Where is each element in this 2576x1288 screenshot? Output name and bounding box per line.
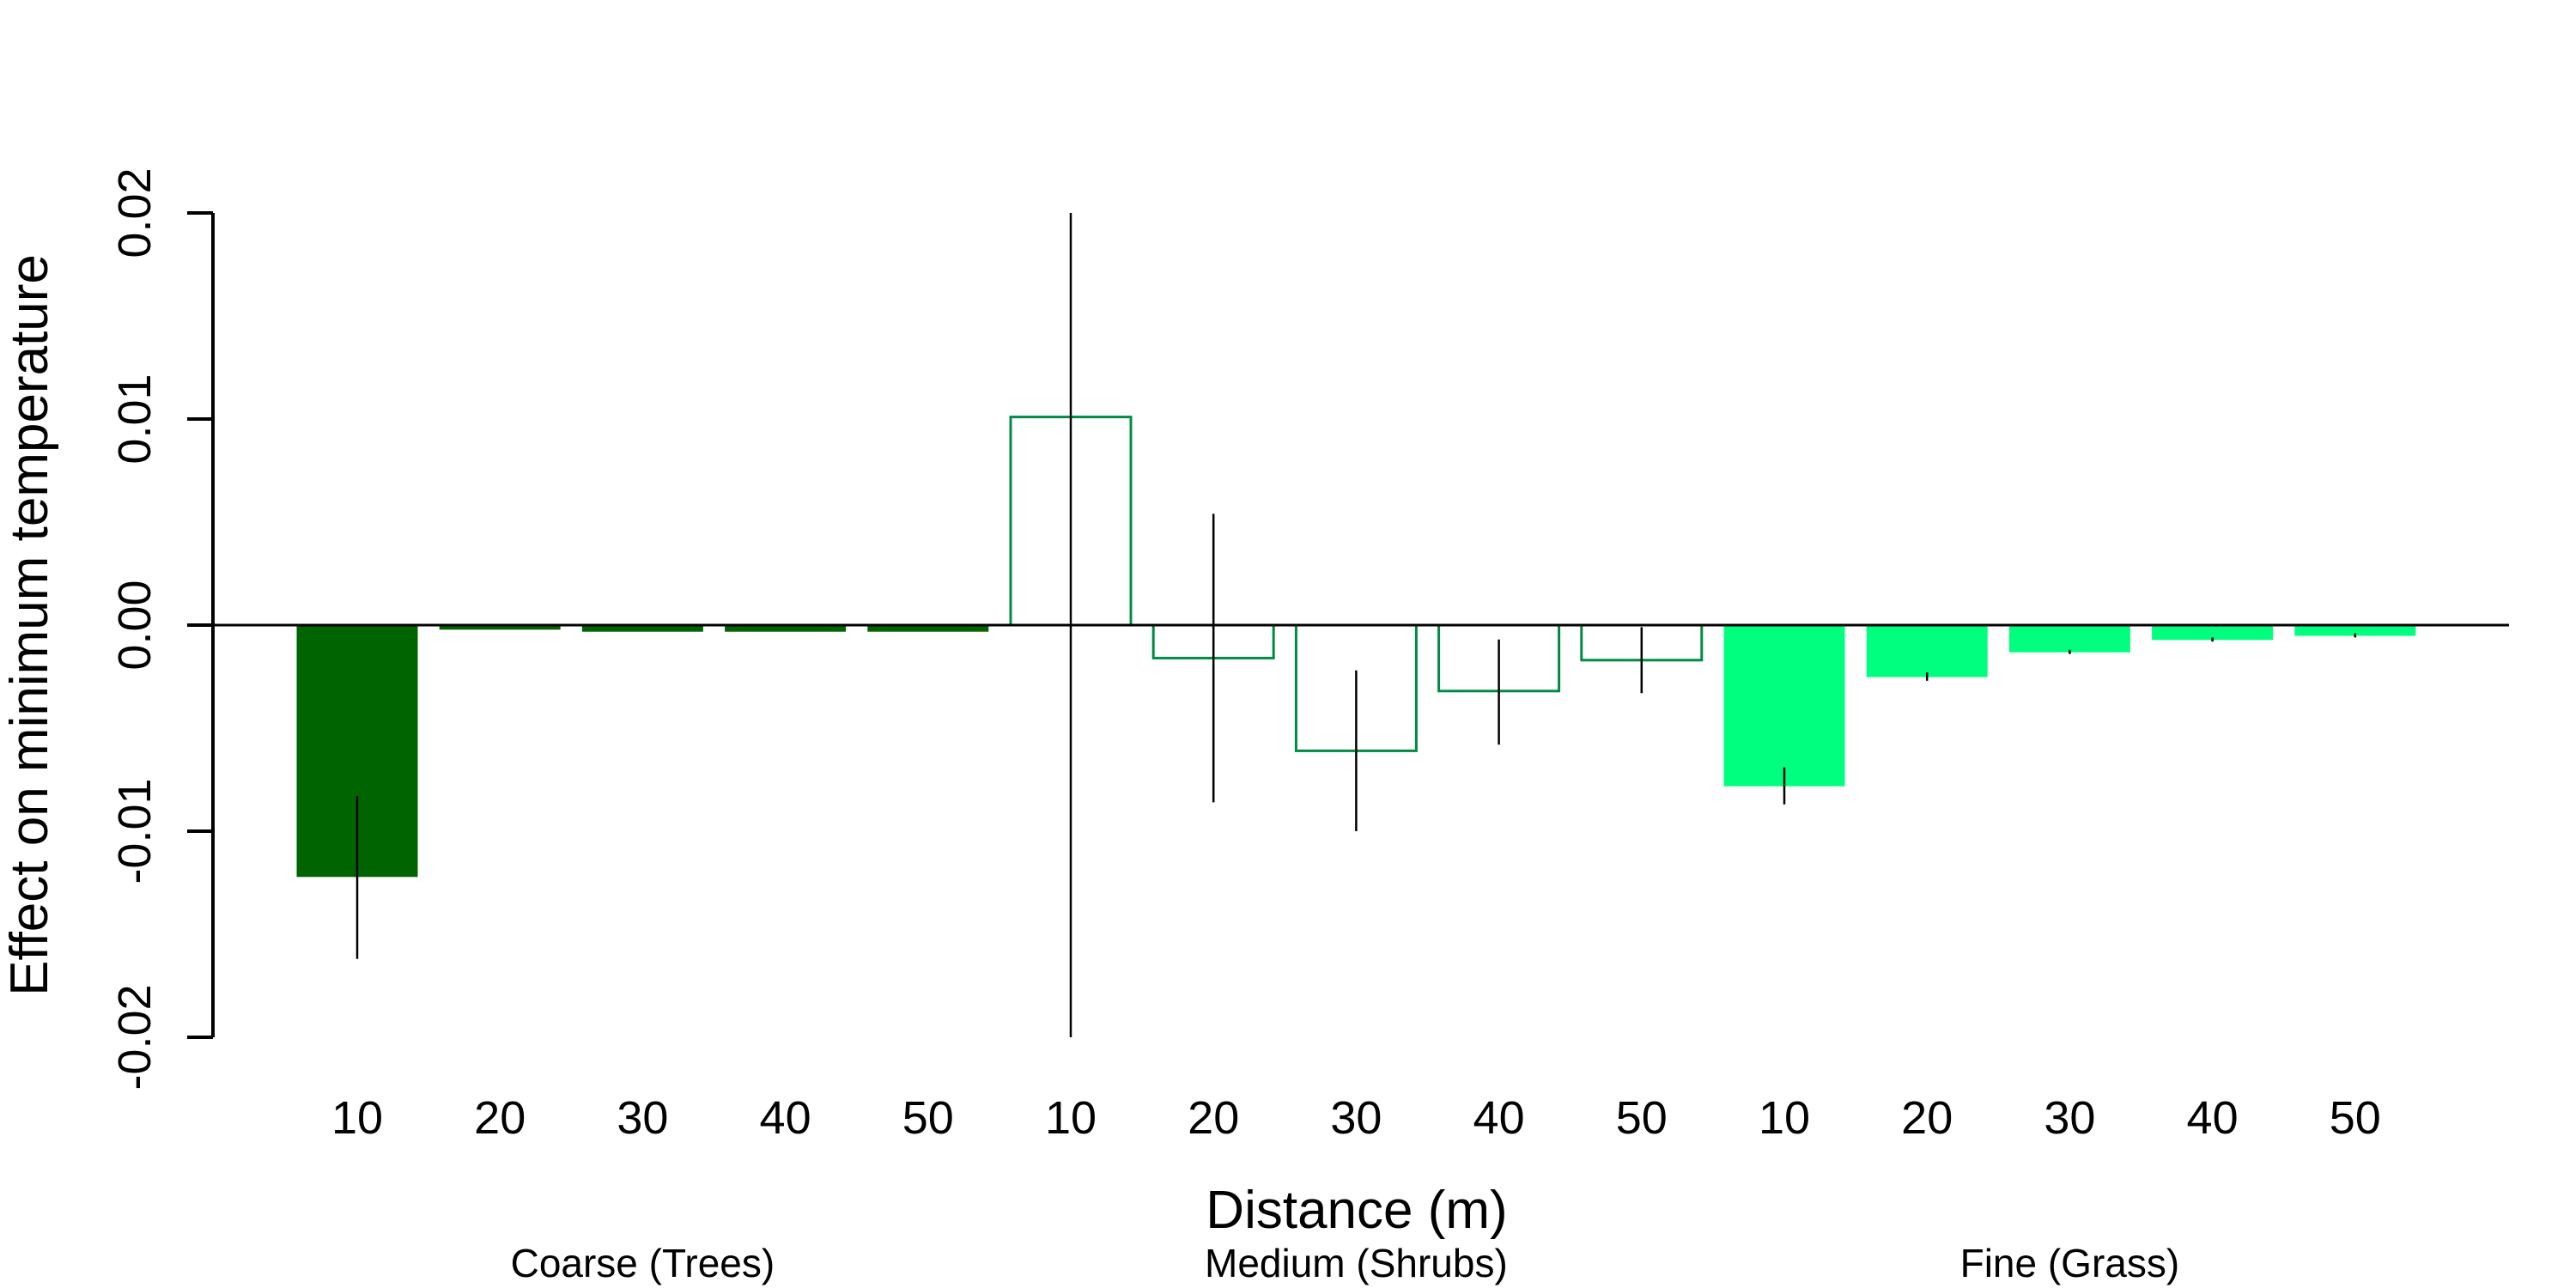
y-tick-label: 0.01 <box>109 374 161 464</box>
x-tick-label: 30 <box>617 1092 668 1144</box>
x-tick-label: 20 <box>474 1092 526 1144</box>
group-label: Coarse (Trees) <box>511 1241 775 1285</box>
x-tick-label: 40 <box>760 1092 811 1144</box>
x-tick-label: 20 <box>1188 1092 1239 1144</box>
y-axis: 0.02 0.01 0.00 -0.01 -0.02 <box>109 167 215 1091</box>
y-tick-label: 0.02 <box>109 167 161 258</box>
x-axis-title: Distance (m) <box>1206 1181 1507 1240</box>
x-tick-label: 10 <box>1759 1092 1810 1144</box>
bar-30m-group-3 <box>2008 624 2130 653</box>
y-axis-title: Effect on minimum temperature <box>0 254 59 996</box>
x-tick-label: 50 <box>2330 1092 2381 1144</box>
x-tick-label: 20 <box>1901 1092 1953 1144</box>
x-tick-label: 30 <box>2044 1092 2095 1144</box>
x-tick-label: 10 <box>1045 1092 1097 1144</box>
bar-10m-group-3 <box>1723 624 1845 787</box>
y-tick-label: -0.02 <box>109 984 161 1090</box>
x-tick-label: 50 <box>1616 1092 1668 1144</box>
group-label: Fine (Grass) <box>1960 1241 2180 1285</box>
group-labels: Coarse (Trees) Medium (Shrubs) Fine (Grass… <box>511 1241 2180 1285</box>
bar-20m-group-3 <box>1866 624 1988 677</box>
y-tick-label: -0.01 <box>109 778 161 884</box>
x-tick-label: 50 <box>902 1092 954 1144</box>
x-tick-label: 40 <box>2187 1092 2239 1144</box>
x-tick-label: 40 <box>1473 1092 1525 1144</box>
group-label: Medium (Shrubs) <box>1205 1241 1508 1285</box>
bars-layer <box>296 416 2416 878</box>
x-tick-label: 10 <box>331 1092 383 1144</box>
bar-40m-group-3 <box>2152 624 2274 641</box>
x-axis-tick-labels: 10 20 30 40 50 10 20 30 40 50 10 20 30 40 50 <box>331 1092 2381 1144</box>
y-tick-label: 0.00 <box>109 580 161 670</box>
x-tick-label: 30 <box>1330 1092 1382 1144</box>
